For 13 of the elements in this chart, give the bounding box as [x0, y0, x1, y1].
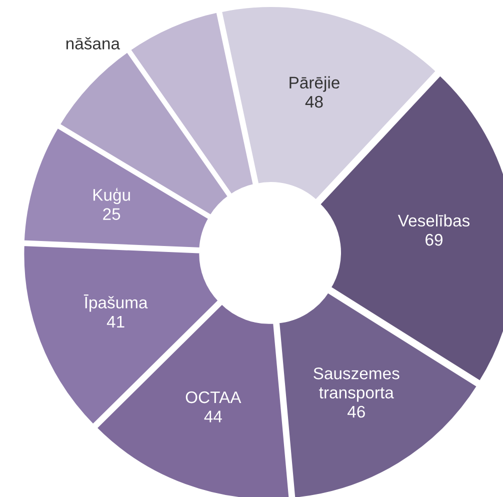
slice-label: OCTAA [186, 391, 242, 404]
slice-label: Īpašuma [84, 294, 148, 312]
slice-label: Sauszemes transporta [314, 368, 400, 402]
slice-label: Pārējie [290, 76, 340, 92]
data-label: 46 [348, 406, 365, 418]
slice-label: Kuģu [93, 188, 130, 204]
data-label: 25 [103, 208, 120, 220]
text: nāšana [66, 37, 120, 50]
data-label: 41 [106, 316, 124, 328]
data-label: 69 [426, 234, 442, 246]
slice-label: Veselības [398, 214, 470, 227]
data-label: 48 [305, 96, 323, 108]
data-label: 44 [204, 410, 222, 422]
